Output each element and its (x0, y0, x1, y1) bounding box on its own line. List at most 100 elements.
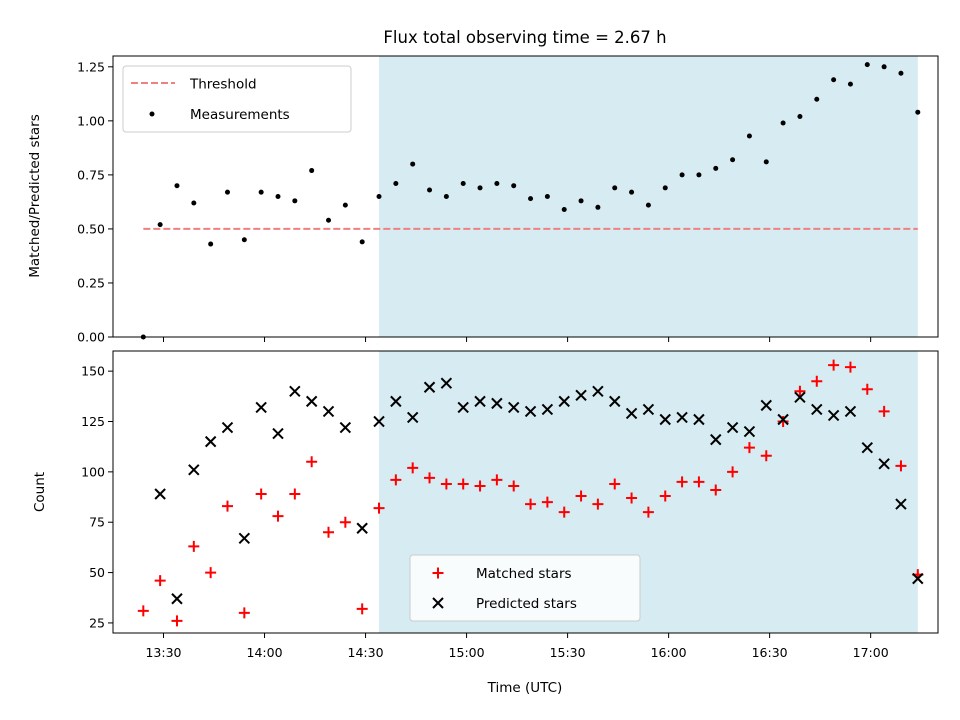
x-tick-label: 14:30 (348, 645, 384, 660)
matched-star-point (339, 516, 351, 528)
measurement-point (730, 157, 736, 163)
matched-star-point (878, 405, 890, 417)
legend-predicted-label: Predicted stars (476, 596, 577, 612)
chart-title: Flux total observing time = 2.67 h (383, 28, 666, 47)
measurement-point (763, 159, 769, 165)
predicted-star-point (827, 409, 840, 422)
matched-star-point (710, 484, 722, 496)
predicted-star-point (474, 395, 486, 408)
matched-star-point (238, 607, 250, 619)
predicted-star-point (423, 381, 436, 393)
top-shaded-region (379, 56, 918, 337)
measurement-point (460, 181, 466, 187)
measurement-point (696, 172, 702, 178)
measurement-point (629, 189, 635, 195)
predicted-star-point (609, 395, 621, 408)
matched-star-point (255, 488, 267, 500)
predicted-star-point (861, 441, 873, 454)
x-tick-label: 17:00 (853, 645, 889, 660)
y-axis-label-top: Matched/Predicted stars (27, 114, 43, 277)
measurement-point (309, 168, 315, 174)
predicted-star-point (558, 395, 570, 408)
matched-star-point (541, 496, 553, 508)
predicted-star-point (794, 391, 806, 404)
legend-threshold-label: Threshold (189, 77, 257, 93)
matched-star-point (811, 375, 823, 387)
measurement-point (780, 120, 786, 126)
matched-star-point (525, 498, 537, 510)
matched-star-point (289, 488, 301, 500)
predicted-star-point (457, 401, 469, 414)
measurement-point (915, 109, 921, 115)
top-y-tick-label: 0.25 (77, 275, 105, 290)
measurement-point (275, 194, 281, 199)
matched-star-point (626, 492, 638, 504)
predicted-star-point (541, 403, 554, 416)
top-y-tick-label: 1.00 (77, 113, 105, 128)
x-tick-label: 14:00 (247, 645, 283, 660)
y-axis-label-bottom: Count (32, 472, 48, 512)
measurement-point (831, 77, 837, 83)
bottom-y-tick-label: 100 (81, 464, 105, 479)
matched-star-point (137, 605, 149, 617)
measurement-point (224, 189, 230, 195)
matched-star-point (407, 462, 419, 474)
legend-measurements-label: Measurements (190, 107, 290, 123)
measurement-point (713, 165, 719, 171)
measurement-point (292, 198, 298, 204)
legend-predicted-swatch (432, 597, 444, 609)
matched-star-point (794, 385, 806, 397)
matched-star-point (373, 502, 385, 514)
predicted-star-point (373, 415, 385, 428)
top-y-tick-label: 1.25 (77, 59, 105, 74)
matched-star-point (743, 442, 755, 454)
matched-star-point (727, 466, 739, 478)
matched-star-point (205, 567, 217, 579)
predicted-star-point (743, 425, 756, 438)
measurement-point (595, 204, 601, 210)
predicted-star-point (524, 405, 537, 418)
bottom-legend-box (409, 554, 641, 622)
measurement-point (746, 133, 752, 139)
predicted-star-point (625, 407, 638, 420)
matched-star-point (323, 526, 335, 538)
measurement-point (797, 114, 803, 120)
x-tick-label: 15:30 (550, 645, 586, 660)
top-y-tick-label: 0.00 (77, 330, 105, 345)
measurement-point (544, 194, 550, 199)
matched-star-point (895, 460, 907, 472)
measurement-point (326, 217, 332, 223)
measurement-point (679, 172, 685, 178)
bottom-y-tick-label: 50 (89, 565, 105, 580)
bottom-y-tick-label: 150 (81, 364, 105, 379)
measurement-point (410, 161, 416, 167)
measurement-point (511, 183, 517, 189)
predicted-star-point (811, 403, 823, 416)
predicted-star-point (895, 498, 907, 510)
legend-matched-swatch (432, 567, 444, 579)
matched-star-point (171, 615, 183, 627)
count-panel: 25 50 75 100 125 150 13:30 14:00 14:30 15:00 15:30… (81, 350, 939, 660)
measurement-point (612, 185, 618, 191)
top-plot-frame (112, 55, 939, 338)
matched-star-point (188, 540, 200, 552)
measurement-point (427, 187, 433, 193)
measurement-point (359, 239, 365, 245)
predicted-star-point (642, 403, 655, 416)
measurement-point (174, 183, 180, 189)
measurement-point (662, 185, 668, 191)
bottom-y-tick-label: 75 (89, 515, 105, 530)
matched-star-point (356, 603, 368, 615)
matched-star-point (221, 500, 233, 512)
matched-star-point (390, 474, 402, 486)
predicted-star-point (204, 435, 217, 448)
x-axis-label: Time (UTC) (487, 680, 563, 696)
predicted-star-point (844, 405, 857, 418)
predicted-star-point (356, 522, 368, 534)
predicted-star-point (912, 572, 924, 585)
predicted-star-point (272, 427, 284, 440)
measurement-point (814, 96, 820, 102)
ratio-panel: 0.00 0.25 0.50 0.75 1.00 1.25 Threshold Measure… (77, 55, 939, 345)
measurement-point (208, 241, 214, 247)
measurement-point (393, 181, 399, 187)
